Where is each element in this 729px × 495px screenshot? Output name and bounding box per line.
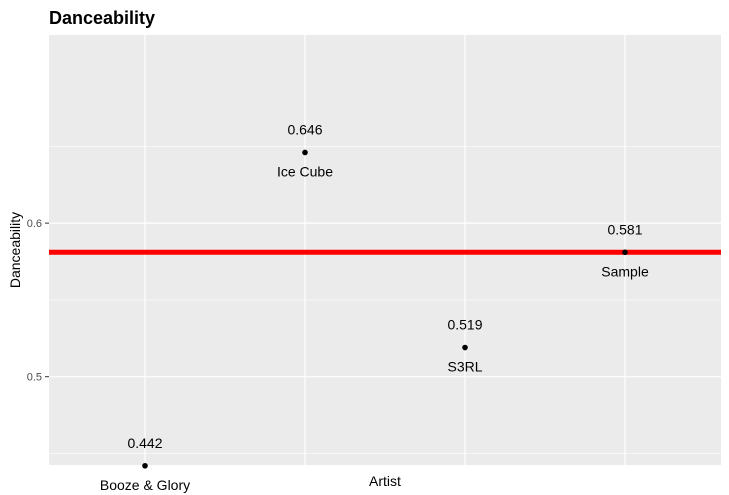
artist-label: S3RL bbox=[447, 359, 482, 375]
data-point bbox=[622, 249, 628, 256]
value-label: 0.442 bbox=[127, 435, 162, 451]
chart-title: Danceability bbox=[49, 8, 155, 28]
value-label: 0.519 bbox=[447, 317, 482, 333]
y-axis-title: Danceability bbox=[7, 212, 23, 288]
x-axis-title: Artist bbox=[369, 473, 401, 489]
data-point bbox=[462, 344, 468, 351]
value-label: 0.646 bbox=[287, 121, 322, 137]
data-labels: 0.442 Booze & Glory 0.646 Ice Cube 0.519 S3RL… bbox=[100, 121, 649, 492]
artist-label: Sample bbox=[601, 263, 649, 279]
y-tick-label: 0.5 bbox=[27, 372, 42, 384]
data-point bbox=[142, 462, 148, 469]
artist-label: Ice Cube bbox=[277, 163, 333, 179]
y-tick-label: 0.6 bbox=[27, 218, 42, 230]
y-axis-ticks: 0.5 0.6 bbox=[27, 218, 49, 384]
value-label: 0.581 bbox=[607, 221, 642, 237]
data-points bbox=[142, 149, 628, 469]
artist-label: Booze & Glory bbox=[100, 477, 190, 493]
data-point bbox=[302, 149, 308, 156]
